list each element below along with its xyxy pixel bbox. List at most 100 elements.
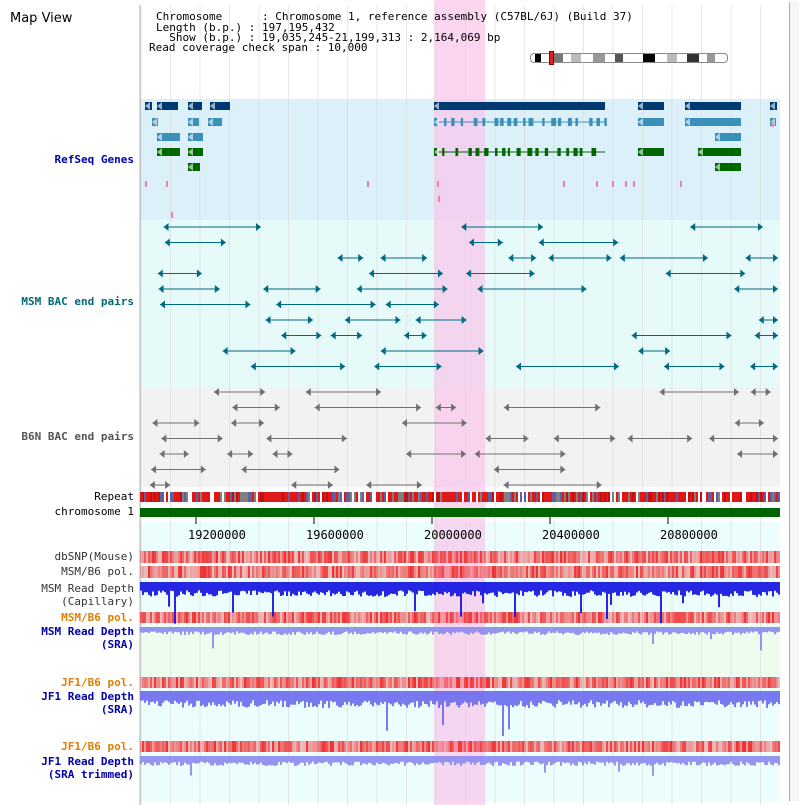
- track-label-dbsnp[interactable]: dbSNP(Mouse): [54, 550, 134, 563]
- read-depth-bar: [442, 627, 444, 635]
- polymorphism-cell: [548, 741, 550, 752]
- polymorphism-cell: [348, 566, 350, 578]
- polymorphism-cell: [382, 566, 384, 578]
- read-depth-bar: [612, 582, 614, 594]
- read-depth-bar: [256, 756, 258, 765]
- read-depth-bar: [576, 627, 578, 635]
- polymorphism-cell: [380, 612, 382, 623]
- track-label-jf1-b6-pol-2[interactable]: JF1/B6 pol.: [61, 740, 134, 753]
- polymorphism-cell: [396, 677, 398, 688]
- polymorphism-cell: [356, 551, 358, 563]
- read-depth-bar: [676, 756, 678, 764]
- polymorphism-cell: [388, 741, 390, 752]
- polymorphism-cell: [266, 741, 268, 752]
- read-depth-bar: [706, 691, 708, 702]
- read-depth-bar: [180, 756, 182, 766]
- polymorphism-cell: [214, 566, 216, 578]
- vertical-scrollbar[interactable]: [789, 2, 799, 801]
- read-depth-bar: [234, 691, 236, 704]
- track-label-b6n-bac[interactable]: B6N BAC end pairs: [21, 430, 134, 443]
- repeat-block: [314, 492, 316, 502]
- polymorphism-cell: [400, 741, 402, 752]
- polymorphism-cell: [160, 612, 162, 623]
- bac-end: [538, 238, 544, 247]
- read-depth-bar: [362, 756, 364, 764]
- read-depth-bar: [256, 627, 258, 635]
- track-label-refseq[interactable]: RefSeq Genes: [54, 153, 134, 166]
- read-depth-bar: [408, 627, 410, 632]
- chromosome-bar[interactable]: [140, 508, 780, 517]
- read-depth-bar: [768, 582, 770, 592]
- bac-end: [503, 481, 509, 489]
- read-depth-bar: [666, 691, 668, 706]
- repeat-block: [710, 492, 712, 502]
- polymorphism-cell: [210, 677, 212, 688]
- read-depth-bar: [240, 627, 242, 633]
- track-label-msm-depth-sra-1[interactable]: MSM Read Depth: [41, 625, 134, 638]
- read-depth-bar: [206, 582, 208, 593]
- polymorphism-cell: [714, 677, 716, 688]
- track-label-chromosome[interactable]: chromosome 1: [54, 505, 134, 518]
- polymorphism-cell: [400, 551, 402, 563]
- track-label-msm-depth-cap-1[interactable]: MSM Read Depth: [41, 582, 134, 595]
- track-label-msm-depth-sra-2: (SRA): [100, 638, 134, 651]
- track-label-jf1-depth-sra-1[interactable]: JF1 Read Depth: [41, 690, 134, 703]
- read-depth-bar: [282, 756, 284, 762]
- read-depth-bar: [766, 756, 768, 765]
- read-depth-bar: [696, 582, 698, 595]
- bac-end: [606, 254, 612, 262]
- read-depth-bar: [714, 582, 716, 594]
- polymorphism-cell: [460, 566, 462, 578]
- polymorphism-cell: [536, 677, 538, 688]
- polymorphism-cell: [484, 612, 486, 623]
- polymorphism-cell: [150, 677, 152, 688]
- read-depth-bar: [322, 691, 324, 708]
- track-label-repeat[interactable]: Repeat: [94, 490, 134, 503]
- polymorphism-cell: [632, 612, 634, 623]
- polymorphism-cell: [436, 551, 438, 563]
- read-depth-bar: [360, 627, 362, 635]
- polymorphism-cell: [306, 677, 308, 688]
- read-depth-bar: [290, 627, 292, 635]
- polymorphism-cell: [470, 551, 472, 563]
- read-depth-bar: [304, 627, 306, 635]
- read-depth-bar: [292, 582, 294, 594]
- chromosome-ideogram[interactable]: [530, 53, 728, 63]
- gene-exon: [468, 148, 472, 156]
- bac-end: [305, 388, 311, 396]
- polymorphism-cell: [628, 551, 630, 563]
- track-label-msm-b6-pol-2[interactable]: MSM/B6 pol.: [61, 611, 134, 624]
- repeat-block: [328, 492, 330, 502]
- polymorphism-cell: [144, 677, 146, 688]
- polymorphism-cell: [684, 551, 686, 563]
- polymorphism-cell: [280, 741, 282, 752]
- polymorphism-cell: [634, 566, 636, 578]
- read-depth-bar: [342, 756, 344, 762]
- polymorphism-cell: [346, 677, 348, 688]
- polymorphism-cell: [556, 677, 558, 688]
- read-depth-bar: [326, 582, 328, 593]
- polymorphism-cell: [296, 612, 298, 623]
- polymorphism-cell: [616, 741, 618, 752]
- read-depth-bar: [462, 756, 464, 764]
- polymorphism-cell: [572, 741, 574, 752]
- selection-highlight[interactable]: [434, 0, 485, 805]
- polymorphism-cell: [226, 741, 228, 752]
- polymorphism-cell: [154, 612, 156, 623]
- track-label-jf1-b6-pol-1[interactable]: JF1/B6 pol.: [61, 676, 134, 689]
- track-label-msm-bac[interactable]: MSM BAC end pairs: [21, 295, 134, 308]
- track-label-jf1-depth-trim-1[interactable]: JF1 Read Depth: [41, 755, 134, 768]
- polymorphism-cell: [596, 566, 598, 578]
- read-depth-bar: [680, 582, 682, 596]
- repeat-block: [584, 492, 586, 502]
- polymorphism-cell: [372, 551, 374, 563]
- track-label-msm-b6-pol-1[interactable]: MSM/B6 pol.: [61, 565, 134, 578]
- polymorphism-cell: [562, 677, 564, 688]
- read-depth-bar: [330, 627, 332, 635]
- repeat-block: [426, 492, 428, 502]
- polymorphism-cell: [148, 741, 150, 752]
- polymorphism-cell: [364, 566, 366, 578]
- read-depth-bar: [646, 582, 648, 595]
